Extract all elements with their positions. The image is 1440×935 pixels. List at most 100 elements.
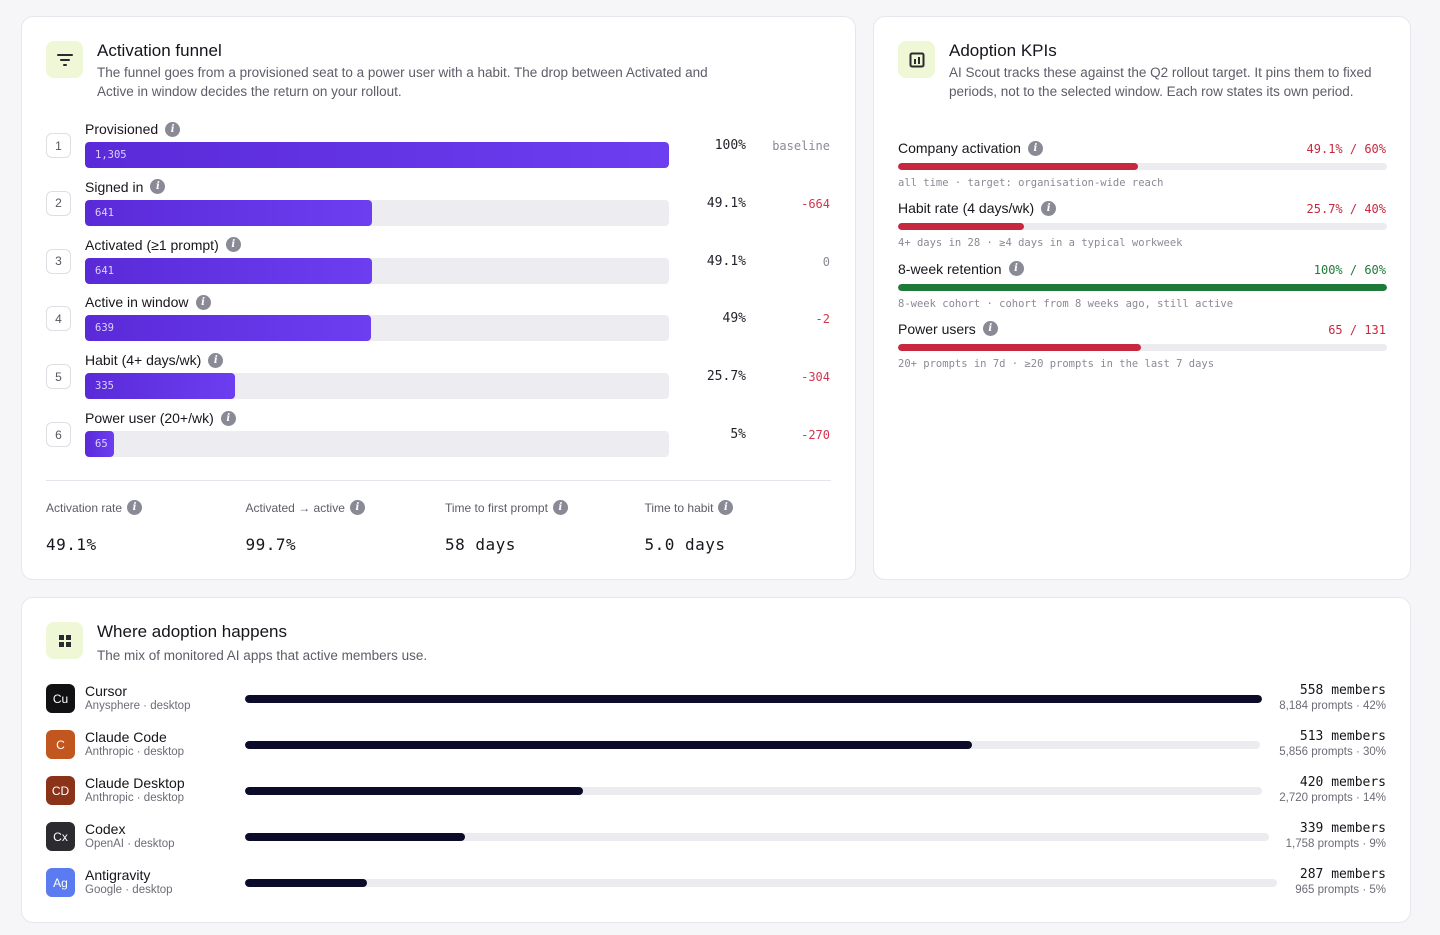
funnel-divider	[46, 480, 831, 481]
app-name[interactable]: Antigravity	[85, 867, 151, 883]
step-delta: -304	[801, 370, 830, 385]
app-usage-track	[245, 741, 1260, 749]
kpi-label: 8-week retention	[898, 260, 1002, 277]
kpi-label-row: Company activation i	[898, 140, 1043, 156]
step-delta: baseline	[772, 139, 830, 153]
step-percent: 5%	[730, 427, 746, 442]
info-icon[interactable]: i	[127, 500, 143, 515]
app-badge: CD	[46, 776, 75, 805]
info-icon[interactable]: i	[195, 294, 211, 310]
step-bar-fill: 1,305	[85, 142, 669, 168]
app-usage-fill	[245, 741, 972, 749]
metric-value: 58 days	[445, 535, 516, 554]
apps-title: Where adoption happens	[97, 622, 287, 641]
metric-value: 99.7%	[245, 535, 297, 554]
step-label-row: Active in window i	[85, 294, 211, 310]
step-count: 641	[95, 264, 114, 277]
info-icon[interactable]: i	[208, 352, 224, 368]
kpi-note: 4+ days in 28 · ≥4 days in a typical wor…	[898, 237, 1183, 250]
app-members: 287 members	[1299, 867, 1386, 882]
app-meta: OpenAI · desktop	[85, 838, 175, 850]
step-percent: 49%	[722, 311, 746, 327]
step-count: 335	[95, 380, 114, 393]
metric-label-row: Time to habit i	[645, 500, 734, 515]
info-icon[interactable]: i	[225, 237, 241, 253]
kpi-value: 100% / 60%	[1313, 262, 1386, 277]
step-bar-track: 65	[85, 431, 669, 457]
metric-value: 49.1%	[46, 535, 97, 554]
info-icon[interactable]: i	[220, 410, 236, 426]
info-icon[interactable]: i	[552, 500, 568, 515]
app-meta: Google · desktop	[85, 884, 173, 896]
step-percent: 49.1%	[706, 195, 746, 211]
info-icon[interactable]: i	[1008, 261, 1024, 277]
info-icon[interactable]: i	[1027, 140, 1043, 156]
kpi-progress-track	[898, 283, 1387, 291]
kpi-label: Power users	[898, 320, 976, 337]
step-bar-fill: 641	[85, 257, 372, 284]
app-name[interactable]: Claude Desktop	[85, 775, 185, 791]
app-name[interactable]: Codex	[85, 821, 126, 837]
app-name[interactable]: Claude Code	[85, 729, 167, 745]
app-detail: 5,856 prompts · 30%	[1279, 746, 1386, 758]
info-icon[interactable]: i	[1041, 200, 1057, 216]
step-bar-fill: 641	[85, 199, 372, 226]
metric-value: 5.0 days	[644, 535, 726, 554]
kpi-progress-fill	[898, 163, 1139, 170]
app-usage-fill	[245, 695, 1262, 703]
info-icon[interactable]: i	[982, 321, 998, 337]
info-icon[interactable]: i	[165, 121, 181, 137]
metric-label-row: Time to first prompt i	[445, 500, 568, 515]
metric-label: Time to habit	[644, 500, 714, 515]
step-label-row: Provisioned i	[85, 121, 181, 137]
step-bar-track: 1,305	[85, 142, 669, 168]
metric-label: Time to first prompt	[445, 500, 548, 515]
kpi-value: 65 / 131	[1328, 322, 1386, 337]
step-label: Provisioned	[85, 121, 159, 137]
step-percent: 100%	[714, 138, 746, 153]
app-badge: Cu	[46, 684, 75, 713]
app-detail: 8,184 prompts · 42%	[1279, 700, 1386, 712]
kpi-subtitle: AI Scout tracks these against the Q2 rol…	[949, 65, 1372, 99]
step-count: 639	[95, 322, 114, 335]
kpi-note: all time · target: organisation-wide rea…	[898, 177, 1164, 189]
kpi-progress-fill	[898, 223, 1024, 231]
kpi-value: 49.1% / 60%	[1306, 142, 1386, 156]
step-delta: -270	[801, 428, 830, 442]
step-bar-fill: 639	[85, 315, 372, 342]
step-label-row: Signed in i	[85, 178, 166, 195]
activation-funnel-card: Activation funnel The funnel goes from a…	[21, 16, 856, 580]
step-label: Active in window	[85, 294, 189, 311]
step-label: Habit (4+ days/wk)	[85, 352, 202, 369]
app-members: 420 members	[1299, 775, 1386, 790]
info-icon[interactable]: i	[150, 179, 166, 195]
funnel-title: Activation funnel	[97, 41, 222, 60]
kpi-progress-track	[898, 223, 1387, 231]
kpi-progress-fill	[898, 343, 1141, 351]
info-icon[interactable]: i	[349, 500, 365, 515]
grid-icon	[46, 622, 83, 659]
kpi-progress-fill	[898, 283, 1387, 291]
metric-label-row: Activated → active i	[246, 500, 365, 515]
app-meta: Anysphere · desktop	[85, 700, 191, 712]
kpi-progress-track	[898, 163, 1387, 170]
step-count: 1,305	[95, 149, 127, 161]
step-number: 1	[46, 133, 71, 158]
app-usage-track	[245, 787, 1262, 795]
step-delta: -664	[801, 196, 830, 211]
step-number: 3	[46, 248, 71, 274]
app-badge: Cx	[46, 822, 75, 851]
info-icon[interactable]: i	[718, 500, 734, 515]
app-name[interactable]: Cursor	[85, 683, 128, 699]
kpi-label-row: Power users i	[898, 321, 998, 337]
kpi-note: 8-week cohort · cohort from 8 weeks ago,…	[898, 297, 1234, 310]
step-number: 5	[46, 364, 71, 390]
kpi-progress-track	[898, 343, 1387, 351]
step-label-row: Habit (4+ days/wk) i	[85, 352, 224, 369]
funnel-subtitle: The funnel goes from a provisioned seat …	[97, 65, 708, 99]
step-bar-track: 641	[85, 257, 669, 284]
app-usage-fill	[245, 833, 466, 841]
step-label: Signed in	[85, 178, 144, 195]
step-number: 6	[46, 422, 71, 447]
step-bar-track: 641	[85, 199, 669, 226]
